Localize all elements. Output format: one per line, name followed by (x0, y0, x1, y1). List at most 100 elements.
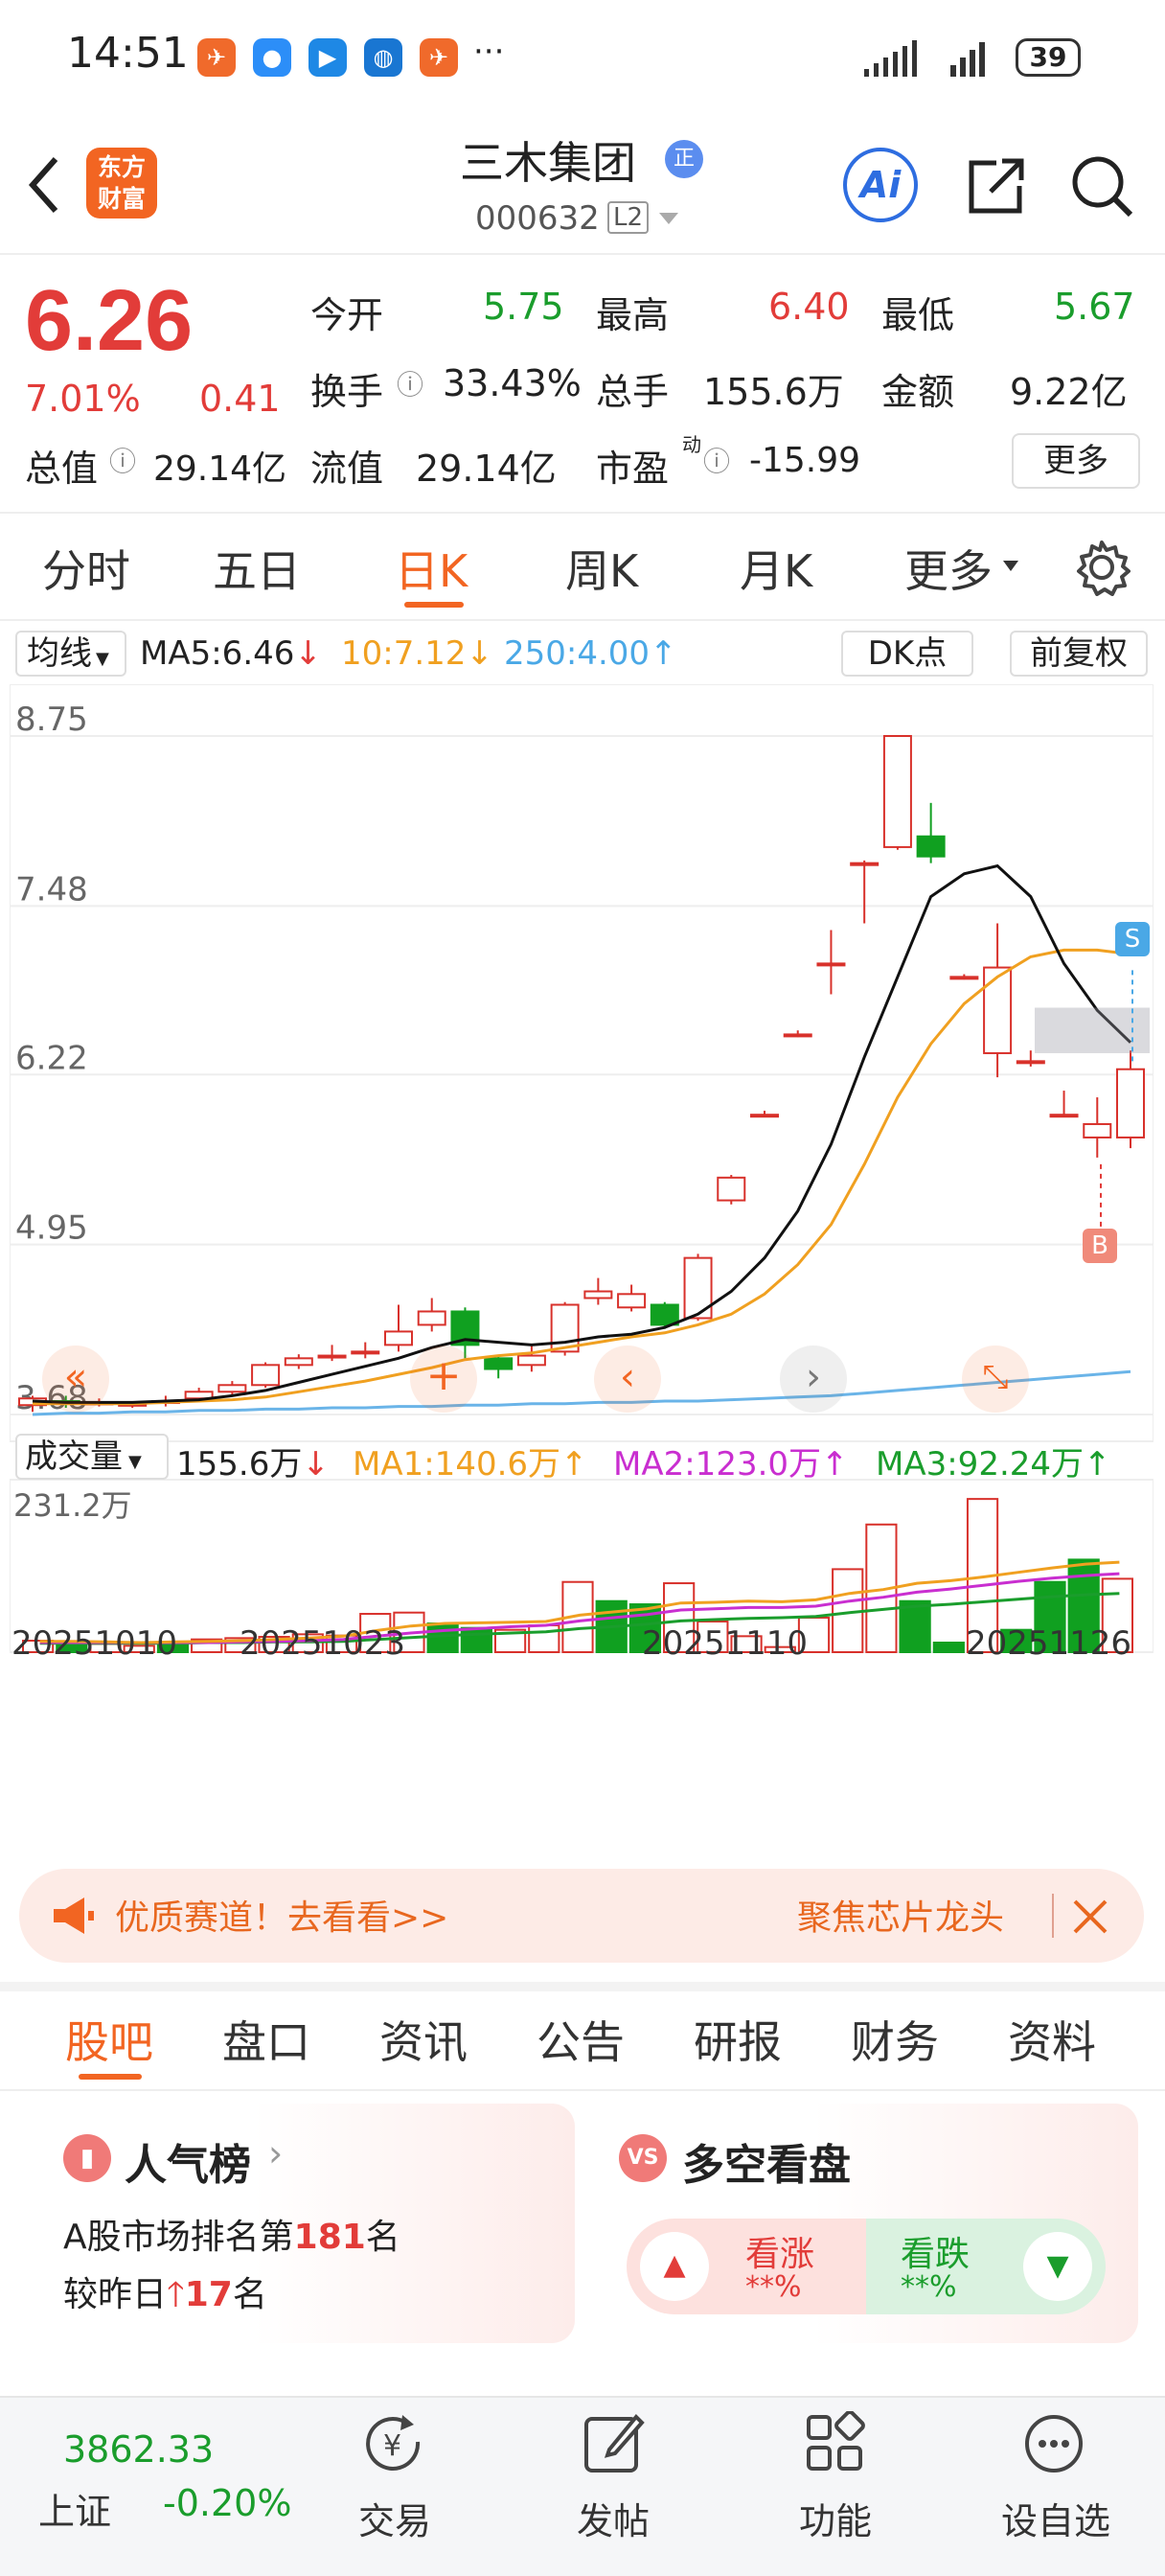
popularity-card[interactable]: ▮ 人气榜 › A股市场排名第181名 较昨日🡑17名 (38, 2104, 575, 2343)
search-icon[interactable] (1067, 151, 1136, 220)
nav-functions[interactable]: 功能 (798, 2500, 872, 2542)
candle (1016, 1060, 1045, 1065)
candle (717, 1176, 746, 1202)
megaphone-icon (54, 1898, 94, 1934)
app-logo[interactable]: 东方 财富 (86, 148, 157, 218)
rank-change-line: 较昨日🡑17名 (63, 2266, 267, 2328)
rank-change-suffix: 名 (232, 2275, 267, 2314)
tab-news[interactable]: 资讯 (379, 2016, 468, 2068)
nav-post[interactable]: 发帖 (576, 2500, 650, 2542)
functions-icon[interactable] (803, 2411, 868, 2476)
divider (0, 619, 1165, 621)
bullish-button[interactable]: ▲ 看涨 **% (627, 2219, 866, 2314)
previous-icon[interactable]: ‹ (594, 1346, 661, 1413)
fullscreen-icon[interactable]: ⤡ (962, 1346, 1029, 1413)
low-value: 5.67 (1054, 286, 1135, 328)
tab-announcements[interactable]: 公告 (537, 2016, 625, 2068)
logo-text: 财富 (97, 185, 146, 213)
more-button[interactable]: 更多 (1012, 433, 1140, 489)
candle (916, 835, 946, 858)
rank-change-prefix: 较昨日 (63, 2275, 168, 2314)
price-tick-label: 6.22 (15, 1039, 88, 1077)
next-icon[interactable]: › (780, 1346, 847, 1413)
tab-more[interactable]: 更多 (904, 545, 993, 597)
pe-label: 市盈 (596, 448, 670, 490)
vol-ma1-value: MA1:140.6万 (353, 1445, 561, 1484)
volume-bar (797, 1617, 831, 1653)
divider (1052, 1894, 1054, 1938)
turnover-label: 换手 (310, 371, 384, 413)
rank-prefix: A股市场排名第 (63, 2218, 294, 2257)
active-tab-indicator (404, 602, 464, 608)
signal-icon (864, 40, 917, 77)
vol-ma3-value: MA3:92.24万 (876, 1445, 1085, 1484)
ma5-value: MA5:6.46 (140, 634, 295, 673)
sell-marker[interactable]: S (1115, 922, 1150, 956)
low-label: 最低 (881, 294, 955, 336)
tab-daily-k[interactable]: 日K (395, 545, 468, 597)
stock-header: 东方 财富 三木集团 正 000632 L2 Ai (0, 115, 1165, 254)
bearish-button[interactable]: 看跌 **% ▼ (866, 2219, 1106, 2314)
zoom-in-icon[interactable]: + (410, 1346, 477, 1413)
market-cap-value: 29.14亿 (153, 449, 287, 489)
info-icon[interactable]: ⓘ (397, 369, 424, 401)
tab-guba[interactable]: 股吧 (65, 2016, 153, 2068)
divider (0, 2089, 1165, 2091)
candle (351, 1350, 380, 1355)
tab-weekly-k[interactable]: 周K (565, 545, 639, 597)
tab-monthly-k[interactable]: 月K (740, 545, 813, 597)
nav-add-watchlist[interactable]: 设自选 (1000, 2500, 1110, 2542)
candle (882, 735, 912, 848)
promo-banner[interactable]: 优质赛道！去看看>> 聚焦芯片龙头 (19, 1869, 1144, 1963)
candle (1049, 1114, 1079, 1118)
volume-bar (663, 1582, 696, 1653)
kline-chart-area[interactable]: 均线 ▼ MA5:6.46↓ 10:7.12↓ 250:4.00↑ DK点 前复权… (0, 623, 1165, 1850)
candle (384, 1330, 413, 1346)
notification-bulb-icon: ◍ (364, 38, 402, 77)
volume-bar (22, 1640, 55, 1653)
adjust-button[interactable]: 前复权 (1010, 631, 1148, 677)
more-circle-icon[interactable] (1021, 2411, 1086, 2476)
price-tick-label: 7.48 (15, 870, 88, 908)
settings-icon[interactable] (1073, 539, 1131, 596)
close-icon[interactable] (1071, 1898, 1109, 1936)
candle (484, 1357, 514, 1370)
info-icon[interactable]: ⓘ (703, 446, 731, 477)
tab-financials[interactable]: 财务 (851, 2016, 939, 2068)
tab-profile[interactable]: 资料 (1008, 2016, 1096, 2068)
dk-point-button[interactable]: DK点 (841, 631, 973, 677)
volume-bar (764, 1645, 796, 1653)
change-amount: 0.41 (199, 378, 281, 420)
trade-icon[interactable]: ¥ (360, 2413, 429, 2478)
buy-marker[interactable]: B (1083, 1229, 1117, 1263)
info-icon[interactable]: ⓘ (109, 446, 137, 477)
rank-line: A股市场排名第181名 (63, 2209, 400, 2259)
back-icon[interactable] (25, 153, 63, 217)
pe-value: -15.99 (749, 441, 861, 480)
bearish-label: 看跌 (901, 2235, 971, 2274)
dropdown-icon[interactable] (657, 211, 680, 226)
index-value[interactable]: 3862.33 (63, 2428, 215, 2471)
candle (550, 1303, 580, 1353)
post-icon[interactable] (581, 2409, 646, 2478)
sentiment-card[interactable]: VS 多空看盘 ▲ 看涨 **% 看跌 **% ▼ (596, 2104, 1138, 2343)
high-value: 6.40 (768, 286, 850, 328)
up-arrow-icon: 🡑 (167, 2275, 185, 2314)
tab-research[interactable]: 研报 (694, 2016, 782, 2068)
candle (816, 962, 846, 967)
nav-trade[interactable]: 交易 (357, 2500, 431, 2542)
index-change[interactable]: -0.20% (163, 2482, 292, 2524)
scroll-left-fast-icon[interactable]: « (42, 1346, 109, 1413)
tab-five-day[interactable]: 五日 (213, 545, 301, 597)
index-name[interactable]: 上证 (38, 2491, 112, 2533)
indicator-selector[interactable]: 成交量 ▼ (15, 1434, 169, 1480)
tab-orderbook[interactable]: 盘口 (222, 2016, 310, 2068)
active-tab-indicator (79, 2074, 142, 2080)
ai-button[interactable]: Ai (843, 148, 918, 222)
tab-intraday[interactable]: 分时 (42, 545, 130, 597)
bullish-value: **% (745, 2270, 802, 2304)
share-icon[interactable] (962, 151, 1031, 220)
ma-selector[interactable]: 均线 ▼ (15, 631, 126, 677)
stock-code: 000632 (475, 199, 600, 238)
